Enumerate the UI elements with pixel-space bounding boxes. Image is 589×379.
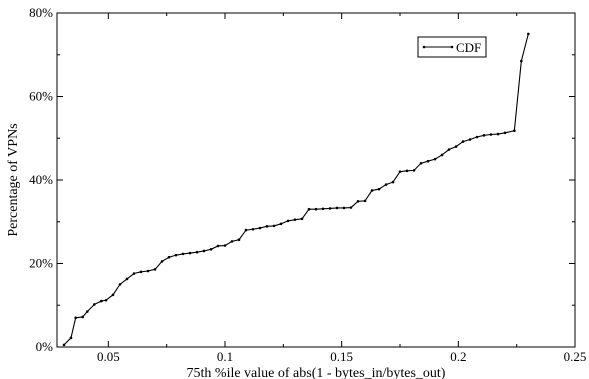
data-point [391, 180, 395, 184]
legend-label-cdf: CDF [456, 40, 481, 55]
data-point [349, 206, 353, 209]
data-point [93, 303, 96, 306]
y-tick-label: 40% [29, 172, 53, 187]
data-point [356, 199, 360, 203]
data-point [370, 189, 374, 192]
data-point [342, 206, 346, 210]
data-point [468, 138, 472, 141]
data-point [100, 299, 103, 303]
data-point [335, 206, 339, 210]
data-point [279, 222, 283, 226]
data-point [118, 283, 122, 286]
data-point [405, 169, 409, 173]
x-tick-label: 0.1 [217, 349, 233, 364]
series-layer [62, 32, 530, 347]
x-axis-ticks: 0.05 0.1 0.15 0.2 0.25 [97, 13, 586, 364]
data-point [202, 249, 206, 253]
data-point [363, 199, 367, 203]
data-point [496, 132, 500, 136]
data-point [167, 255, 171, 259]
data-point [503, 131, 507, 135]
data-point [513, 129, 516, 133]
data-point [447, 148, 451, 151]
data-point [146, 269, 150, 273]
data-point [419, 162, 423, 165]
y-tick-label: 20% [29, 256, 53, 271]
x-tick-label: 0.2 [450, 349, 466, 364]
y-tick-label: 0% [36, 339, 54, 354]
data-point [328, 207, 332, 210]
y-tick-label: 80% [29, 5, 53, 20]
data-point [475, 135, 479, 139]
data-point [104, 298, 108, 302]
data-point [520, 59, 523, 63]
data-point [440, 153, 444, 157]
legend-marker-start [422, 45, 426, 49]
data-point [454, 145, 458, 148]
data-point [244, 228, 248, 232]
data-point [461, 140, 465, 143]
y-axis-title: Percentage of VPNs [6, 123, 21, 236]
data-point [188, 251, 192, 255]
data-point [209, 248, 213, 251]
data-point [398, 170, 402, 173]
data-point [111, 293, 115, 297]
data-point [74, 316, 77, 320]
x-tick-label: 0.05 [97, 349, 120, 364]
data-point [81, 315, 84, 319]
data-point [482, 134, 486, 137]
data-point [377, 187, 381, 191]
data-point [265, 225, 269, 228]
data-point [174, 253, 178, 257]
x-tick-label: 0.25 [564, 349, 587, 364]
data-point [433, 157, 437, 161]
data-point [69, 336, 73, 340]
data-point [125, 277, 129, 281]
data-point [314, 207, 318, 211]
data-point [160, 260, 164, 263]
data-point [300, 217, 304, 221]
data-point [293, 218, 297, 221]
data-point [286, 219, 290, 223]
data-point [412, 169, 416, 172]
plot-area: 0.05 0.1 0.15 0.2 0.25 0% 20% 40% 60% 80% [29, 5, 586, 364]
data-point [307, 207, 311, 211]
plot-frame [56, 12, 576, 348]
data-point [251, 227, 255, 231]
data-point [527, 32, 530, 36]
data-point [230, 240, 234, 243]
data-point [489, 133, 493, 136]
data-point [384, 183, 388, 186]
data-point [153, 268, 157, 271]
data-point [321, 207, 325, 211]
data-point [139, 270, 143, 274]
x-tick-label: 0.15 [330, 349, 353, 364]
data-point [223, 244, 227, 247]
data-point [86, 310, 89, 313]
data-point [258, 226, 262, 230]
y-axis-ticks: 0% 20% 40% 60% 80% [29, 5, 575, 354]
data-point [132, 272, 136, 275]
x-axis-title: 75th %ile value of abs(1 - bytes_in/byte… [187, 366, 446, 379]
series-line-cdf [63, 33, 529, 346]
data-point [181, 252, 185, 256]
data-point [216, 244, 220, 248]
legend-marker-end [450, 45, 454, 49]
data-point [272, 224, 276, 228]
data-point [426, 159, 430, 163]
data-point [62, 343, 66, 347]
data-point [195, 250, 199, 254]
legend: CDF [417, 36, 487, 58]
y-tick-label: 60% [29, 89, 53, 104]
data-point [237, 238, 241, 242]
